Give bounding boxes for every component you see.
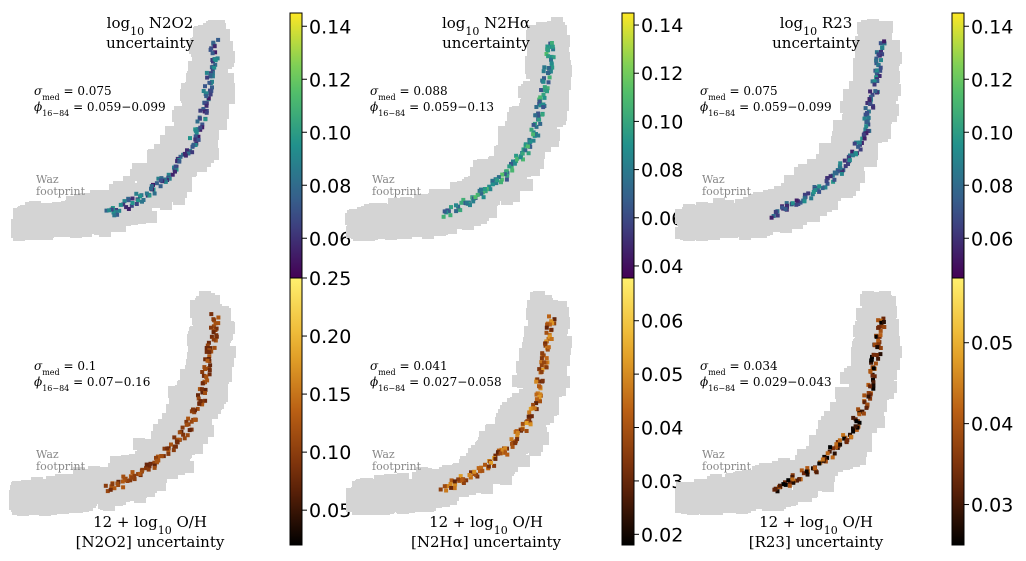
data-pixels <box>772 316 887 494</box>
footprint-label: footprint <box>36 460 86 473</box>
footprint-label: footprint <box>36 185 86 198</box>
chart-title-line1: log10 N2Hα <box>442 14 530 38</box>
chart-title-line1: 12 + log10 O/H <box>759 513 873 537</box>
colorbar <box>289 277 303 546</box>
colorbar-tick-label: 0.12 <box>641 63 683 85</box>
map-panel-4 <box>346 291 572 515</box>
colorbar-tick-label: 0.04 <box>641 256 683 278</box>
colorbar-tick-label: 0.10 <box>309 122 351 144</box>
colorbar <box>621 277 635 546</box>
colorbar-tick-label: 0.14 <box>641 15 683 37</box>
colorbar-tick-label: 0.02 <box>641 524 683 546</box>
chart-title-line1: 12 + log10 O/H <box>93 513 207 537</box>
colorbar <box>289 12 303 279</box>
footprint-label: footprint <box>372 185 422 198</box>
colorbar <box>951 277 965 546</box>
footprint-label: footprint <box>372 460 422 473</box>
colorbar-tick-label: 0.06 <box>641 208 683 230</box>
colorbar-tick-label: 0.10 <box>641 111 683 133</box>
sigma-median-label: σmed = 0.075 <box>700 84 778 102</box>
colorbar-tick-label: 0.03 <box>971 495 1013 517</box>
colorbar-tick-label: 0.14 <box>971 16 1013 38</box>
phi-range-label: ϕ16−84 = 0.027−0.058 <box>370 375 502 393</box>
footprint-label: Waz <box>372 448 395 461</box>
chart-title-line2: [N2Hα] uncertainty <box>411 533 562 551</box>
map-panel-5 <box>675 291 902 515</box>
data-pixels <box>441 41 556 219</box>
map-panel-2 <box>675 19 902 241</box>
colorbar-tick-label: 0.05 <box>309 500 351 522</box>
data-pixels <box>769 39 887 220</box>
colorbar-tick-label: 0.12 <box>309 69 351 91</box>
colorbar-tick-label: 0.05 <box>641 364 683 386</box>
colorbar <box>621 12 635 279</box>
colorbar-tick-label: 0.06 <box>309 228 351 250</box>
phi-range-label: ϕ16−84 = 0.059−0.099 <box>700 100 832 118</box>
colorbar-tick-label: 0.08 <box>309 175 351 197</box>
colorbar-tick-label: 0.10 <box>971 122 1013 144</box>
colorbar-tick-label: 0.03 <box>641 471 683 493</box>
colorbar-tick-label: 0.05 <box>971 333 1013 355</box>
map-panel-0 <box>11 20 235 241</box>
map-panel-3 <box>9 291 236 516</box>
sigma-median-label: σmed = 0.075 <box>34 84 112 102</box>
chart-title-line2: uncertainty <box>772 34 860 52</box>
chart-title-line2: [N2O2] uncertainty <box>76 533 225 551</box>
data-pixels <box>103 312 221 494</box>
chart-title-line2: uncertainty <box>106 34 194 52</box>
phi-range-label: ϕ16−84 = 0.059−0.13 <box>370 100 494 118</box>
chart-title-line2: [R23] uncertainty <box>749 533 884 551</box>
footprint-label: footprint <box>702 185 752 198</box>
footprint-region <box>675 19 902 241</box>
data-pixels <box>438 314 557 493</box>
colorbar-tick-label: 0.14 <box>309 16 351 38</box>
sigma-median-label: σmed = 0.041 <box>370 359 448 377</box>
chart-title-line1: log10 N2O2 <box>107 14 194 38</box>
chart-title-line2: uncertainty <box>442 34 530 52</box>
phi-range-label: ϕ16−84 = 0.07−0.16 <box>34 375 150 393</box>
colorbar-tick-label: 0.08 <box>971 175 1013 197</box>
phi-range-label: ϕ16−84 = 0.059−0.099 <box>34 100 166 118</box>
chart-title-line1: log10 R23 <box>780 14 853 38</box>
phi-range-label: ϕ16−84 = 0.029−0.043 <box>700 375 832 393</box>
map-panel-1 <box>345 17 572 241</box>
colorbar-tick-label: 0.06 <box>971 228 1013 250</box>
colorbar <box>951 12 965 279</box>
colorbar-tick-label: 0.20 <box>309 326 351 348</box>
sigma-median-label: σmed = 0.034 <box>700 359 778 377</box>
colorbar-tick-label: 0.12 <box>971 69 1013 91</box>
footprint-label: footprint <box>702 460 752 473</box>
footprint-label: Waz <box>702 448 725 461</box>
data-pixels <box>104 37 221 218</box>
colorbar-tick-label: 0.08 <box>641 160 683 182</box>
colorbar-tick-label: 0.15 <box>309 384 351 406</box>
footprint-label: Waz <box>36 173 59 186</box>
colorbar-tick-label: 0.06 <box>641 311 683 333</box>
footprint-label: Waz <box>702 173 725 186</box>
colorbar-tick-label: 0.04 <box>971 414 1013 436</box>
chart-title-line1: 12 + log10 O/H <box>429 513 543 537</box>
sigma-median-label: σmed = 0.088 <box>370 84 448 102</box>
colorbar-tick-label: 0.25 <box>309 268 351 290</box>
colorbar-tick-label: 0.04 <box>641 418 683 440</box>
colorbar-tick-label: 0.10 <box>309 442 351 464</box>
footprint-label: Waz <box>36 448 59 461</box>
sigma-median-label: σmed = 0.1 <box>34 359 96 377</box>
footprint-label: Waz <box>372 173 395 186</box>
